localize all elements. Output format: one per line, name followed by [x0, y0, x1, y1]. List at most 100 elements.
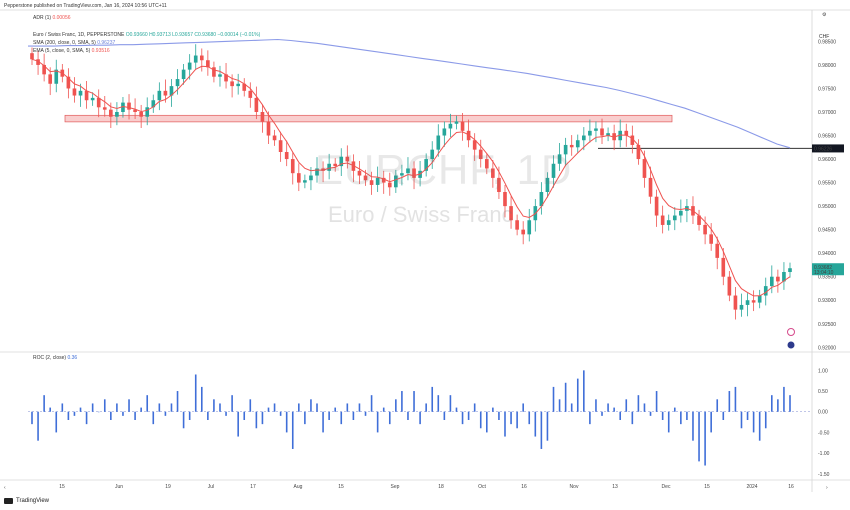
roc-bar	[200, 386, 203, 412]
candle-body	[521, 229, 526, 235]
candle-body	[248, 90, 253, 98]
roc-bar	[304, 411, 306, 425]
candle-body	[582, 135, 586, 141]
roc-bar	[534, 411, 537, 437]
candle-body	[224, 74, 228, 82]
roc-bar	[710, 411, 712, 433]
candle-body	[624, 130, 629, 136]
price-tick-label: 0.97000	[818, 110, 836, 116]
candle-body	[588, 130, 592, 136]
candle-body	[515, 220, 519, 230]
candle-body	[157, 90, 162, 101]
candle-body	[278, 140, 283, 152]
roc-tick-label: -1.00	[818, 451, 830, 457]
roc-bar	[504, 411, 506, 437]
watermark-symbol: EURCHF, 1D	[315, 146, 573, 193]
candle-body	[339, 156, 344, 167]
roc-label: ROC (2, close)	[33, 355, 67, 361]
chevron-right-icon: ›	[826, 485, 828, 491]
candle-body	[84, 90, 89, 101]
roc-bar	[310, 399, 312, 412]
time-tick-label: Jun	[115, 484, 123, 490]
roc-bar	[740, 411, 743, 429]
time-tick-label: 19	[165, 484, 171, 490]
roc-tick-label: -1.50	[818, 472, 830, 478]
roc-tick-label: 1.00	[818, 368, 828, 374]
roc-bar	[134, 411, 136, 420]
candle-body	[776, 276, 780, 282]
candle-body	[254, 97, 259, 112]
candle-body	[703, 224, 707, 235]
candle-body	[36, 59, 40, 65]
roc-bar	[492, 407, 494, 412]
candle-body	[630, 135, 635, 145]
candle-body	[400, 173, 404, 176]
roc-bar	[601, 411, 603, 416]
roc-bar	[777, 399, 779, 412]
last-price-text: 0.93682	[814, 265, 832, 271]
roc-bar	[407, 411, 409, 420]
candle-body	[484, 159, 489, 169]
roc-bar	[79, 407, 82, 412]
roc-bar	[722, 411, 725, 420]
roc-bar	[67, 411, 70, 420]
candle-body	[169, 86, 174, 96]
roc-bar	[498, 411, 500, 420]
roc-bar	[231, 395, 233, 412]
candle-body	[206, 60, 210, 68]
roc-bar	[382, 407, 385, 412]
roc-bar	[194, 374, 197, 412]
roc-bar	[255, 411, 258, 429]
time-tick-label: 16	[521, 484, 527, 490]
roc-bar	[116, 403, 118, 412]
candle-body	[715, 243, 720, 258]
candle-body	[648, 177, 653, 197]
candle-body	[666, 220, 671, 225]
candle-body	[557, 154, 562, 164]
currency-label: CHF	[819, 34, 830, 40]
ohlc-values: O0.93660 H0.93713 L0.93657 C0.93680 −0.0…	[125, 32, 261, 38]
roc-bar	[73, 411, 76, 416]
candle-body	[133, 109, 137, 112]
resistance-zone	[64, 114, 673, 123]
roc-legend: ROC (2, close) 0.36	[33, 355, 77, 361]
candle-body	[497, 177, 501, 192]
candle-body	[218, 74, 222, 77]
roc-bar	[122, 411, 124, 416]
price-tick-label: 0.96000	[818, 157, 836, 163]
roc-bar	[152, 411, 155, 425]
candle-body	[333, 163, 338, 167]
candle-body	[430, 149, 435, 160]
roc-bar	[61, 403, 64, 412]
roc-bar	[510, 411, 512, 425]
tradingview-logo[interactable]: TradingView	[4, 498, 49, 504]
candle-body	[181, 69, 186, 80]
roc-bar	[298, 403, 300, 412]
price-tick-label: 0.98500	[818, 39, 836, 45]
candle-body	[78, 90, 83, 96]
candle-body	[436, 135, 441, 150]
roc-bar	[746, 411, 749, 420]
roc-bar	[655, 391, 658, 412]
settings-icon: ⚙	[822, 12, 827, 18]
roc-bar	[188, 411, 191, 420]
candle-body	[751, 300, 756, 303]
candle-body	[151, 100, 156, 108]
roc-bar	[576, 378, 579, 412]
candle-body	[242, 83, 247, 91]
ema-line	[31, 58, 791, 297]
roc-bar	[661, 411, 664, 420]
roc-bar	[352, 411, 355, 420]
roc-bar	[649, 411, 652, 416]
ema-legend: EMA (5, close, 0, SMA, 5) 0.93516	[33, 48, 110, 54]
roc-tick-label: -0.50	[818, 430, 830, 436]
candle-body	[187, 62, 192, 70]
candle-body	[199, 55, 204, 61]
roc-bar	[637, 395, 640, 412]
time-tick-label: 2024	[746, 484, 757, 490]
roc-bar	[716, 399, 719, 412]
roc-bar	[631, 411, 634, 425]
adr-legend: ADR (1) 0.00056	[33, 15, 71, 21]
roc-bar	[692, 411, 694, 441]
